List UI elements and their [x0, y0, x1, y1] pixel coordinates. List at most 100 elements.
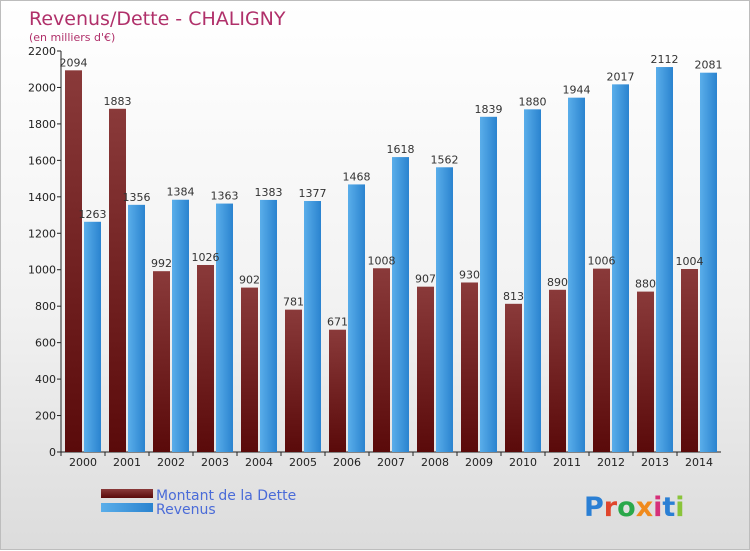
- bar-revenus: [128, 204, 145, 452]
- bar-revenus: [216, 203, 233, 452]
- bar-dette: [153, 271, 170, 452]
- x-tick-label: 2006: [333, 456, 361, 469]
- bar-dette: [65, 70, 82, 452]
- bar-revenus: [348, 184, 365, 452]
- x-tick-label: 2008: [421, 456, 449, 469]
- x-tick-label: 2005: [289, 456, 317, 469]
- bar-revenus: [568, 97, 585, 453]
- data-label-dette: 907: [415, 273, 436, 286]
- y-tick-label: 1200: [28, 227, 56, 240]
- bar-revenus: [700, 72, 717, 452]
- data-label-dette: 902: [239, 274, 260, 287]
- data-label-revenus: 1384: [167, 186, 195, 199]
- data-labels: 2094 1263 1883 1356 992 1384 1026 1363 902 1383 78…: [60, 53, 723, 329]
- data-label-revenus: 1383: [255, 186, 283, 199]
- data-label-dette: 1004: [676, 255, 704, 268]
- data-label-dette: 890: [547, 276, 568, 289]
- data-label-dette: 813: [503, 290, 524, 303]
- legend-label-revenus: Revenus: [156, 502, 216, 518]
- data-label-revenus: 1944: [563, 84, 591, 97]
- legend-swatch-dette: [101, 489, 153, 498]
- bar-dette: [505, 303, 522, 452]
- data-label-revenus: 1880: [519, 95, 547, 108]
- x-axis: 2000 2001 2002 2003 2004 2005 2006 2007 2008 2009…: [60, 451, 721, 469]
- data-label-dette: 992: [151, 257, 172, 270]
- data-label-dette: 2094: [60, 56, 88, 69]
- bar-dette: [593, 268, 610, 452]
- data-label-revenus: 1263: [79, 208, 107, 221]
- legend-swatch-revenus: [101, 503, 153, 512]
- data-label-dette: 1006: [588, 255, 616, 268]
- x-tick-label: 2000: [69, 456, 97, 469]
- y-tick-label: 800: [35, 300, 56, 313]
- x-tick-label: 2011: [553, 456, 581, 469]
- bar-revenus: [84, 221, 101, 452]
- bar-dette: [197, 264, 214, 452]
- bar-revenus: [480, 116, 497, 453]
- data-label-revenus: 1363: [211, 190, 239, 203]
- data-label-dette: 930: [459, 268, 480, 281]
- x-tick-label: 2007: [377, 456, 405, 469]
- bar-dette: [549, 289, 566, 452]
- svg-text:Proxiti: Proxiti: [584, 492, 685, 523]
- bar-revenus: [172, 199, 189, 452]
- bar-dette: [285, 309, 302, 452]
- x-tick-label: 2001: [113, 456, 141, 469]
- x-tick-label: 2003: [201, 456, 229, 469]
- x-tick-label: 2013: [641, 456, 669, 469]
- data-label-dette: 1026: [192, 251, 220, 264]
- bar-dette: [241, 287, 258, 452]
- bar-dette: [637, 291, 654, 452]
- legend: Montant de la Dette Revenus: [101, 488, 296, 518]
- data-label-dette: 880: [635, 278, 656, 291]
- data-label-revenus: 1618: [387, 143, 415, 156]
- x-tick-label: 2012: [597, 456, 625, 469]
- x-tick-label: 2014: [685, 456, 713, 469]
- legend-label-dette: Montant de la Dette: [156, 488, 296, 504]
- bar-revenus: [436, 167, 453, 453]
- y-tick-label: 400: [35, 373, 56, 386]
- bar-dette: [461, 282, 478, 452]
- bar-revenus: [260, 199, 277, 452]
- bar-dette: [329, 329, 346, 452]
- bar-dette: [681, 268, 698, 452]
- x-tick-label: 2002: [157, 456, 185, 469]
- bar-dette: [417, 286, 434, 452]
- x-tick-label: 2009: [465, 456, 493, 469]
- y-tick-label: 1400: [28, 191, 56, 204]
- chart-subtitle: (en milliers d'€): [29, 31, 115, 44]
- data-label-dette: 781: [283, 296, 304, 309]
- data-label-dette: 671: [327, 316, 348, 329]
- y-tick-label: 1800: [28, 118, 56, 131]
- y-tick-label: 200: [35, 410, 56, 423]
- x-tick-label: 2010: [509, 456, 537, 469]
- data-label-dette: 1008: [368, 254, 396, 267]
- bar-dette: [373, 268, 390, 452]
- x-tick-label: 2004: [245, 456, 273, 469]
- y-tick-label: 1000: [28, 264, 56, 277]
- data-label-revenus: 1562: [431, 153, 459, 166]
- y-tick-label: 600: [35, 337, 56, 350]
- bars: [65, 67, 717, 453]
- proxiti-logo: Proxiti: [584, 492, 685, 523]
- data-label-revenus: 2017: [607, 70, 635, 83]
- bar-revenus: [524, 109, 541, 452]
- y-axis: 0 200 400 600 800 1000 1200 1400 1600 1800 2000 220…: [28, 45, 62, 459]
- data-label-revenus: 1468: [343, 170, 371, 183]
- y-tick-label: 2000: [28, 81, 56, 94]
- y-tick-label: 2200: [28, 45, 56, 58]
- data-label-revenus: 1377: [299, 187, 327, 200]
- data-label-revenus: 2112: [651, 53, 679, 66]
- data-label-revenus: 1356: [123, 191, 151, 204]
- bar-dette: [109, 108, 126, 452]
- y-tick-label: 1600: [28, 154, 56, 167]
- bar-revenus: [612, 84, 629, 453]
- data-label-revenus: 1839: [475, 103, 503, 116]
- bar-revenus: [392, 157, 409, 452]
- data-label-dette: 1883: [104, 95, 132, 108]
- y-tick-label: 0: [49, 446, 56, 459]
- bar-revenus: [656, 67, 673, 452]
- chart-title: Revenus/Dette - CHALIGNY: [29, 8, 286, 30]
